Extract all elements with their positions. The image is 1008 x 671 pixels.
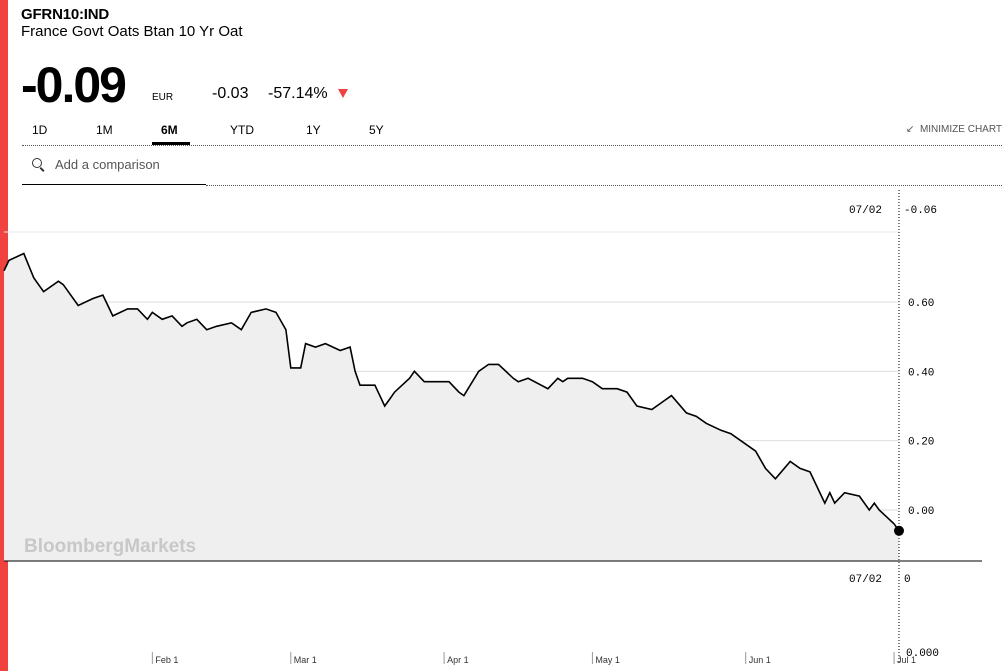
crosshair-value: -0.06	[904, 205, 937, 217]
x-tick-label: Apr 1	[447, 655, 469, 665]
x-tick-label: Mar 1	[294, 655, 317, 665]
x-tick-label: May 1	[595, 655, 620, 665]
y-tick-label: 0.00	[908, 506, 934, 518]
minimize-icon: ↙	[905, 124, 915, 135]
minimize-chart-label: MINIMIZE CHART	[919, 124, 1002, 135]
volume-date: 07/02	[849, 574, 882, 586]
y-tick-label: 0.60	[908, 298, 934, 310]
tab-1y[interactable]: 1Y	[306, 123, 321, 137]
x-axis-ticks: Feb 1 Mar 1 Apr 1 May 1 Jun 1 Jul 1	[151, 652, 916, 665]
bloomberg-watermark: BloombergMarkets	[24, 536, 196, 557]
tab-6m[interactable]: 6M	[161, 123, 178, 137]
last-point-marker	[894, 525, 904, 536]
tab-5y[interactable]: 5Y	[369, 123, 384, 137]
timeframe-tabs: 1D 1M 6M YTD 1Y 5Y	[22, 118, 1002, 146]
volume-value: 0	[904, 574, 911, 586]
ticker-symbol: GFRN10:IND	[21, 6, 110, 23]
minimize-chart-button[interactable]: ↙ MINIMIZE CHART	[906, 124, 1002, 135]
volume-date-box	[845, 570, 897, 586]
security-name: France Govt Oats Btan 10 Yr Oat	[21, 23, 243, 40]
x-tick-label: Jul 1	[897, 655, 916, 665]
last-price: -0.09	[21, 57, 127, 113]
search-icon	[32, 158, 42, 168]
tab-1m[interactable]: 1M	[96, 123, 113, 137]
active-tab-indicator	[152, 142, 190, 145]
crosshair-date: 07/02	[849, 205, 882, 217]
tab-1d[interactable]: 1D	[32, 123, 48, 137]
price-line	[3, 252, 900, 532]
x-tick-label: Jun 1	[749, 655, 771, 665]
add-comparison-field[interactable]: Add a comparison	[22, 145, 206, 185]
price-area	[4, 253, 899, 561]
x-tick-label: Feb 1	[155, 655, 178, 665]
price-change: -0.03	[212, 85, 249, 102]
y-tick-label: 0.20	[908, 437, 934, 449]
price-change-percent: -57.14%	[268, 85, 328, 102]
y-tick-label: 0.40	[908, 367, 934, 379]
tab-ytd[interactable]: YTD	[230, 123, 254, 137]
currency-label: EUR	[152, 92, 174, 103]
volume-axis-label: 0.000	[906, 648, 939, 660]
crosshair-date-box	[845, 201, 897, 217]
add-comparison-placeholder: Add a comparison	[55, 157, 160, 172]
compare-divider	[206, 185, 1002, 186]
down-arrow-icon	[338, 89, 348, 98]
y-axis-ticks: 0.60 0.40 0.20 0.00	[908, 298, 934, 518]
